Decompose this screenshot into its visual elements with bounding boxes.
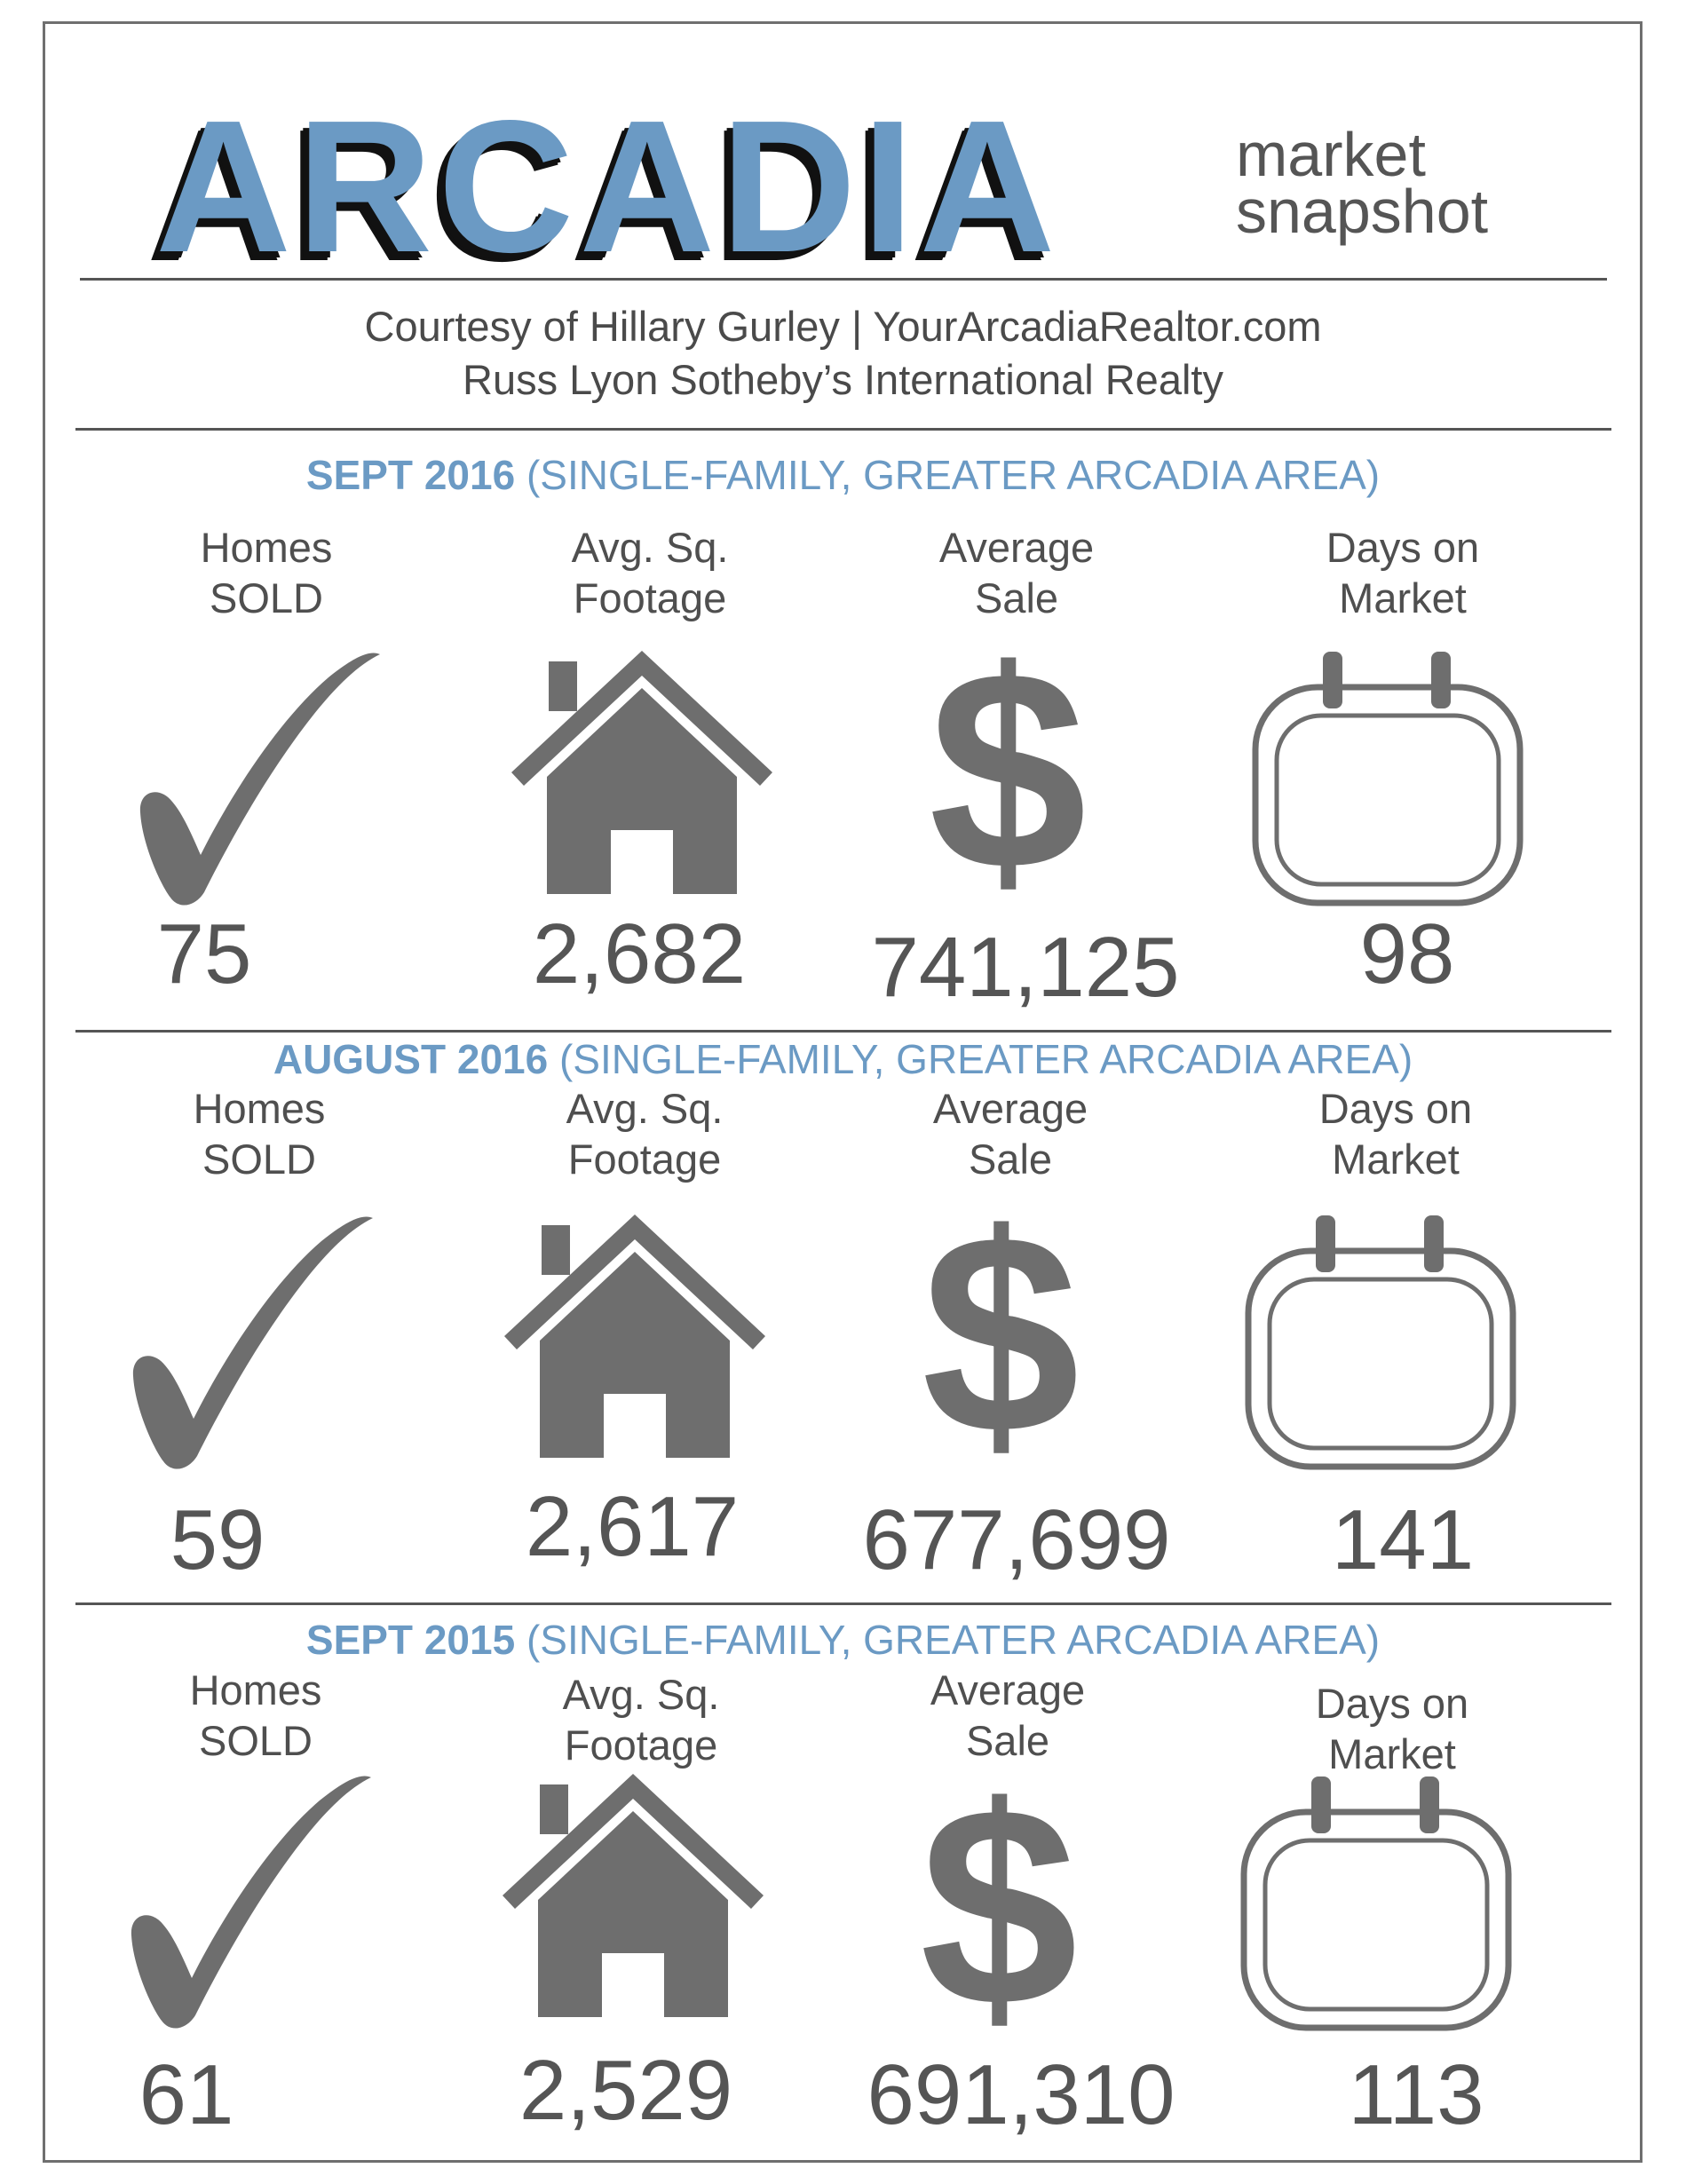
average-sale-label: Average Sale — [857, 1665, 1159, 1766]
average-sale-label: Average Sale — [866, 522, 1168, 623]
section-scope: (SINGLE-FAMILY, GREATER ARCADIA AREA) — [526, 1617, 1381, 1663]
subtitle-line-2: snapshot — [1236, 177, 1489, 246]
house-icon — [504, 644, 780, 901]
label-line: Footage — [573, 574, 727, 621]
avg-sq-footage-value: 2,682 — [532, 906, 747, 1001]
label-line: Sale — [968, 1136, 1053, 1183]
label-line: Sale — [974, 574, 1059, 621]
courtesy-divider — [75, 428, 1611, 431]
dollar-icon: $ — [923, 630, 1092, 910]
avg-sq-footage-label: Avg. Sq. Footage — [494, 1083, 796, 1184]
label-line: Average — [932, 1085, 1088, 1132]
label-line: Market — [1332, 1136, 1460, 1183]
label-line: Market — [1328, 1730, 1456, 1777]
average-sale-label: Average Sale — [859, 1083, 1161, 1184]
check-icon — [124, 1767, 382, 2033]
section-title: SEPT 2015 (SINGLE-FAMILY, GREATER ARCADI… — [0, 1616, 1686, 1664]
label-line: Footage — [564, 1721, 718, 1769]
section-scope: (SINGLE-FAMILY, GREATER ARCADIA AREA) — [558, 1036, 1413, 1082]
average-sale-value: 677,699 — [862, 1492, 1171, 1587]
label-line: Average — [938, 524, 1095, 571]
avg-sq-footage-value: 2,529 — [518, 2043, 733, 2138]
section-period: AUGUST 2016 — [273, 1036, 549, 1082]
average-sale-value: 691,310 — [867, 2047, 1175, 2142]
page-frame — [43, 21, 1642, 2163]
house-icon — [497, 1207, 772, 1465]
house-icon — [495, 1767, 771, 2024]
days-on-market-value: 98 — [1359, 906, 1455, 1001]
label-line: Homes — [200, 524, 333, 571]
days-on-market-label: Days on Market — [1245, 1083, 1547, 1184]
section-period: SEPT 2015 — [305, 1617, 516, 1663]
avg-sq-footage-label: Avg. Sq. Footage — [490, 1669, 792, 1770]
label-line: Average — [930, 1666, 1086, 1713]
section-divider — [75, 1030, 1611, 1033]
label-line: Days on — [1318, 1085, 1473, 1132]
label-line: Market — [1339, 574, 1467, 621]
avg-sq-footage-value: 2,617 — [525, 1479, 740, 1574]
check-icon — [126, 1207, 384, 1474]
homes-sold-value: 59 — [170, 1492, 265, 1587]
page-subtitle: market snapshot — [1236, 120, 1520, 246]
section-divider — [75, 1602, 1611, 1605]
section-period: SEPT 2016 — [305, 452, 516, 498]
homes-sold-label: Homes SOLD — [115, 522, 417, 623]
label-line: SOLD — [202, 1136, 316, 1183]
page-title: ARCADIA — [155, 81, 1061, 291]
label-line: Homes — [193, 1085, 326, 1132]
courtesy-line-1: Courtesy of Hillary Gurley | YourArcadia… — [364, 303, 1322, 350]
dollar-icon: $ — [916, 1194, 1085, 1474]
header-divider — [80, 278, 1607, 281]
dollar-icon: $ — [914, 1767, 1083, 2046]
label-line: Days on — [1326, 524, 1480, 571]
label-line: Avg. Sq. — [566, 1085, 724, 1132]
section-title: AUGUST 2016 (SINGLE-FAMILY, GREATER ARCA… — [0, 1035, 1686, 1083]
days-on-market-value: 141 — [1331, 1492, 1475, 1587]
homes-sold-value: 75 — [156, 906, 252, 1001]
calendar-icon — [1243, 1210, 1518, 1472]
svg-text:$: $ — [920, 1767, 1078, 2046]
section-title: SEPT 2016 (SINGLE-FAMILY, GREATER ARCADI… — [0, 451, 1686, 499]
label-line: Footage — [567, 1136, 722, 1183]
average-sale-value: 741,125 — [871, 920, 1180, 1015]
homes-sold-label: Homes SOLD — [108, 1083, 410, 1184]
label-line: Days on — [1315, 1680, 1469, 1727]
svg-text:$: $ — [922, 1194, 1080, 1474]
section-scope: (SINGLE-FAMILY, GREATER ARCADIA AREA) — [526, 452, 1381, 498]
homes-sold-label: Homes SOLD — [105, 1665, 407, 1766]
label-line: SOLD — [199, 1717, 313, 1764]
label-line: Avg. Sq. — [562, 1671, 720, 1718]
label-line: Avg. Sq. — [571, 524, 729, 571]
avg-sq-footage-label: Avg. Sq. Footage — [499, 522, 801, 623]
calendar-icon — [1239, 1771, 1514, 2033]
courtesy-line-2: Russ Lyon Sotheby’s International Realty — [463, 356, 1223, 403]
label-line: Homes — [189, 1666, 322, 1713]
calendar-icon — [1250, 646, 1525, 908]
label-line: Sale — [965, 1717, 1050, 1764]
label-line: SOLD — [210, 574, 323, 621]
homes-sold-value: 61 — [139, 2047, 234, 2142]
subtitle-line-1: market — [1236, 120, 1426, 189]
check-icon — [133, 644, 391, 910]
days-on-market-label: Days on Market — [1241, 1678, 1543, 1779]
svg-text:$: $ — [929, 630, 1087, 910]
days-on-market-label: Days on Market — [1252, 522, 1554, 623]
days-on-market-value: 113 — [1348, 2047, 1484, 2142]
